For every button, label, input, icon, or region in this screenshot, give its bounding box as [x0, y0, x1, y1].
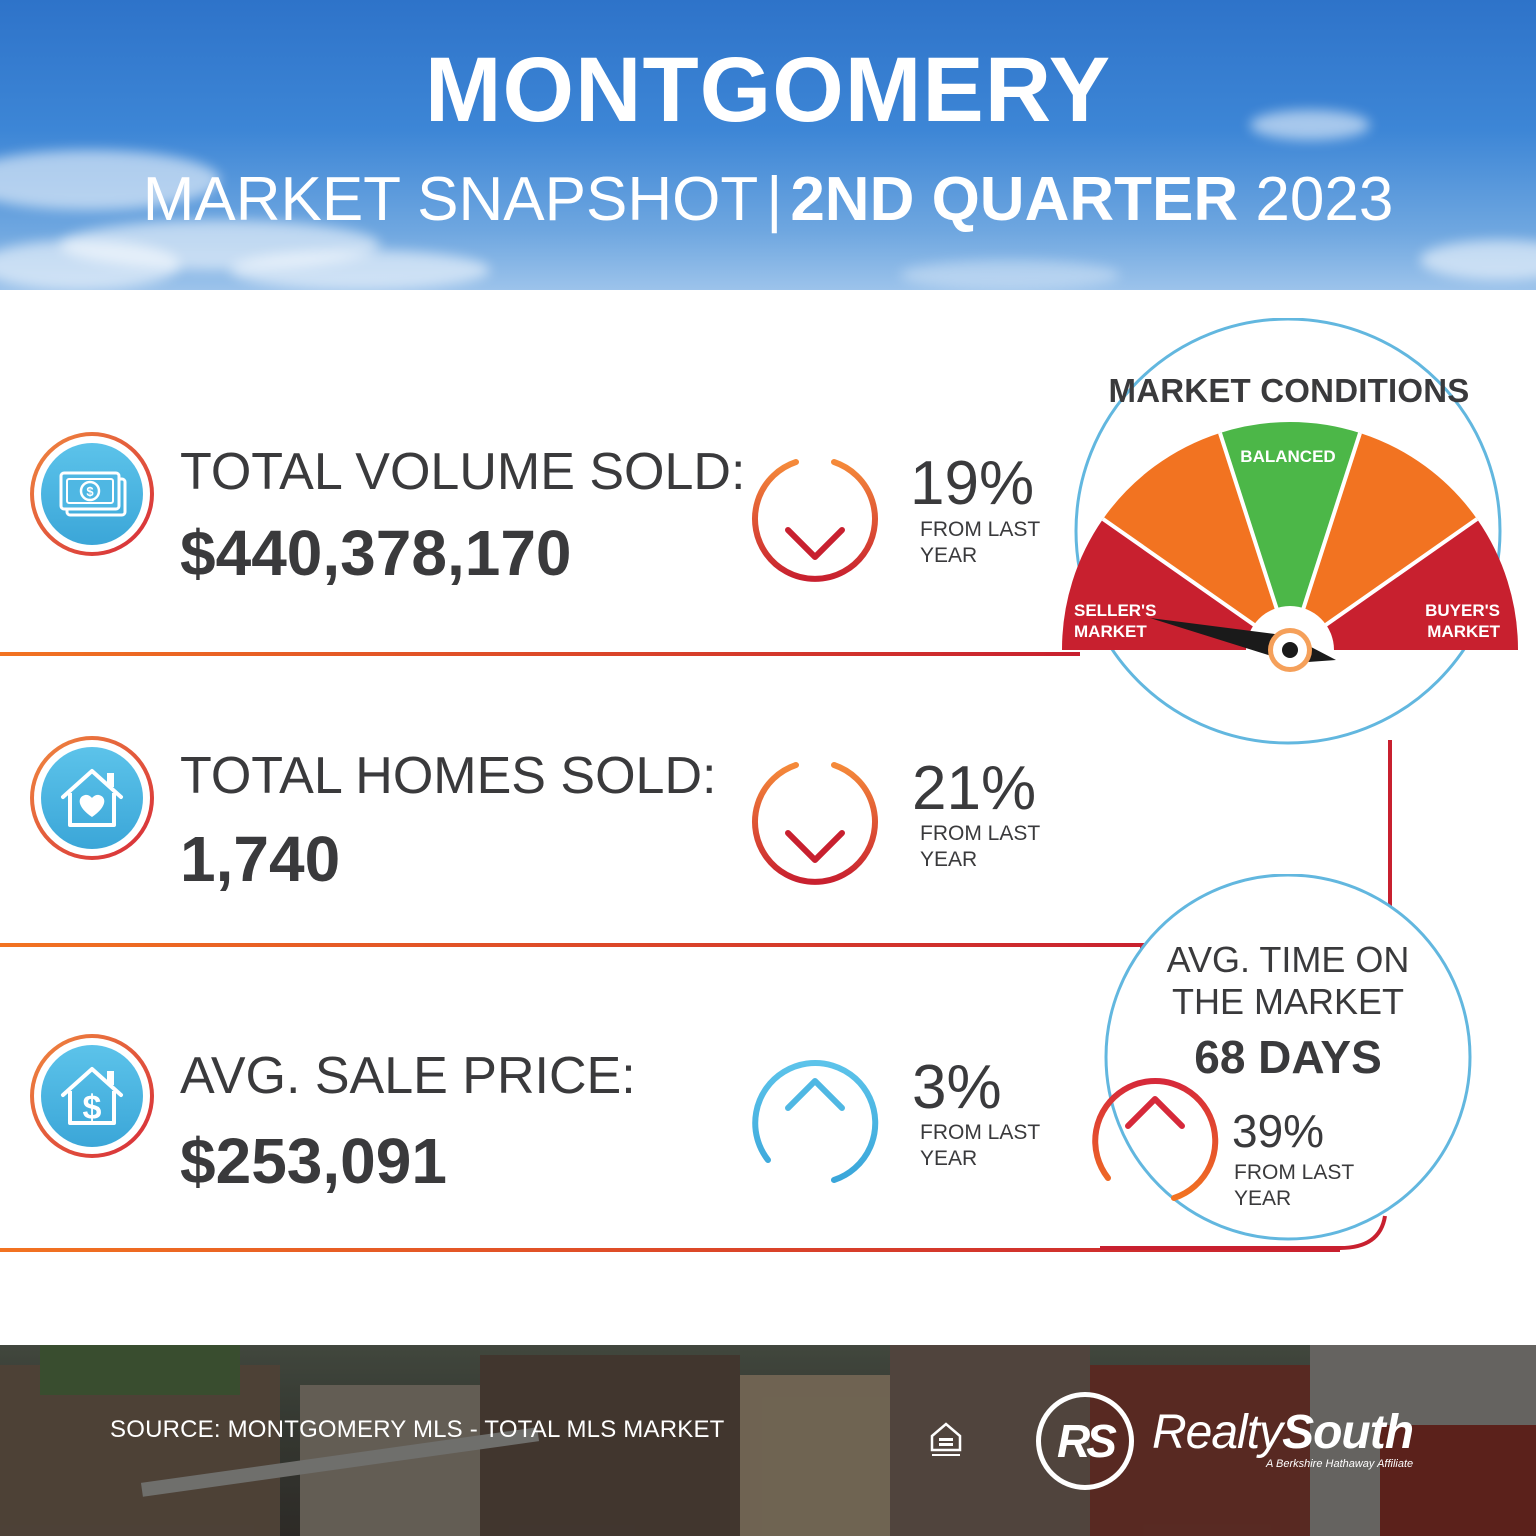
brand-part1: Realty	[1152, 1406, 1283, 1459]
house-dollar-icon: $	[30, 1034, 154, 1158]
total-volume-value: $440,378,170	[180, 517, 572, 589]
total-homes-label: TOTAL HOMES SOLD:	[180, 747, 717, 805]
brand-part2: South	[1282, 1406, 1414, 1459]
avg-sale-price-value: $253,091	[180, 1125, 447, 1197]
market-conditions-title: MARKET CONDITIONS	[1108, 372, 1470, 409]
total-volume-label: TOTAL VOLUME SOLD:	[180, 443, 746, 501]
subtitle-year: 2023	[1255, 165, 1394, 234]
subtitle-separator: |	[766, 165, 783, 234]
money-bills-icon: $	[30, 432, 154, 556]
gauge-label-buyers: BUYER'S MARKET	[1425, 601, 1500, 641]
total-homes-change: 21%	[912, 754, 1037, 823]
arrow-up-icon	[1092, 1078, 1219, 1203]
total-homes-change-note: FROM LAST YEAR	[920, 822, 1040, 871]
page-subtitle: MARKET SNAPSHOT | 2ND QUARTER 2023	[0, 164, 1536, 235]
total-volume-change-note: FROM LAST YEAR	[920, 518, 1040, 567]
gauge-label-balanced: BALANCED	[1240, 447, 1336, 466]
total-volume-change: 19%	[910, 449, 1035, 518]
arrow-up-icon	[752, 1060, 879, 1185]
brand-name: RealtySouth	[1152, 1405, 1414, 1460]
arrow-down-icon	[752, 756, 878, 885]
logo-letters: RS	[1057, 1415, 1117, 1467]
avg-sale-price-change-note: FROM LAST YEAR	[920, 1121, 1040, 1170]
avg-sale-price-label: AVG. SALE PRICE:	[180, 1047, 636, 1105]
realtysouth-logo-mark: RS	[1036, 1392, 1134, 1490]
avg-time-title: AVG. TIME ON THE MARKET	[1166, 939, 1410, 1022]
house-heart-icon	[30, 736, 154, 860]
subtitle-snapshot: MARKET SNAPSHOT	[142, 165, 759, 234]
gauge-label-sellers: SELLER'S MARKET	[1074, 601, 1157, 641]
avg-time-value: 68 DAYS	[1194, 1031, 1382, 1083]
svg-text:$: $	[86, 484, 94, 499]
avg-sale-price-change: 3%	[912, 1053, 1002, 1122]
page-title: MONTGOMERY	[424, 39, 1112, 141]
avg-time-change-note: FROM LAST YEAR	[1234, 1161, 1354, 1210]
total-homes-value: 1,740	[180, 823, 341, 895]
subtitle-quarter: 2ND QUARTER	[790, 165, 1239, 234]
row-divider	[0, 652, 1080, 656]
equal-housing-icon	[930, 1422, 962, 1456]
arrow-down-icon	[752, 453, 878, 582]
avg-time-change: 39%	[1232, 1105, 1325, 1157]
row-divider	[0, 1248, 1340, 1252]
header-banner: MONTGOMERY MARKET SNAPSHOT | 2ND QUARTER 2…	[0, 0, 1536, 290]
market-conditions-gauge	[1061, 318, 1519, 745]
svg-text:$: $	[83, 1089, 102, 1127]
brand-tagline: A Berkshire Hathaway Affiliate	[1266, 1458, 1414, 1470]
source-note: SOURCE: MONTGOMERY MLS - TOTAL MLS MARKE…	[110, 1416, 725, 1443]
row-divider	[0, 943, 1160, 947]
avg-time-bubble	[1104, 874, 1472, 1241]
